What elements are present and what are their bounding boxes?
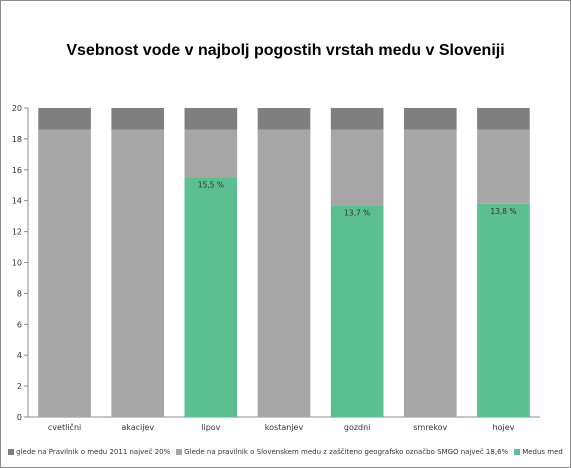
bar-segment bbox=[403, 129, 457, 417]
legend-label: Medus med bbox=[522, 448, 563, 456]
x-tick-label: smrekov bbox=[413, 423, 447, 432]
bar-segment bbox=[38, 108, 91, 130]
bar-segment bbox=[330, 129, 384, 206]
legend-label: glede na Pravilnik o medu 2011 največ 20… bbox=[16, 448, 171, 456]
y-tick-label: 10 bbox=[12, 259, 22, 268]
bar-segment bbox=[38, 129, 91, 417]
data-label: 13,8 % bbox=[490, 207, 516, 216]
bar-segment bbox=[477, 108, 530, 130]
bar-segment bbox=[477, 203, 530, 417]
x-tick-label: cvetlični bbox=[48, 422, 81, 432]
legend-swatch bbox=[176, 449, 183, 455]
y-tick-label: 8 bbox=[17, 289, 22, 298]
bar-segment bbox=[477, 129, 530, 204]
bar-segment bbox=[330, 205, 384, 417]
data-label: 15,5 % bbox=[198, 181, 224, 190]
x-tick-label: kostanjev bbox=[265, 423, 304, 432]
x-tick-label: hojev bbox=[493, 423, 515, 432]
bar-segment bbox=[111, 129, 165, 417]
bar-segment bbox=[184, 108, 238, 130]
bar-segment bbox=[330, 108, 384, 130]
legend-label: Glede na pravilnik o Slovenskem medu z z… bbox=[184, 448, 509, 456]
bar-segment bbox=[111, 108, 165, 130]
y-tick-label: 12 bbox=[12, 228, 22, 237]
data-label: 13,7 % bbox=[344, 208, 370, 217]
bar-segment bbox=[184, 177, 238, 417]
y-tick-label: 4 bbox=[17, 351, 22, 360]
bar-segment bbox=[257, 129, 311, 417]
y-tick-label: 18 bbox=[12, 135, 22, 144]
bar-segment bbox=[403, 108, 457, 130]
legend-item: Glede na pravilnik o Slovenskem medu z z… bbox=[176, 448, 508, 456]
legend: glede na Pravilnik o medu 2011 največ 20… bbox=[0, 448, 571, 456]
legend-item: glede na Pravilnik o medu 2011 največ 20… bbox=[8, 448, 170, 456]
legend-swatch bbox=[8, 449, 15, 455]
y-tick-label: 20 bbox=[12, 104, 22, 113]
bar-segment bbox=[257, 108, 311, 130]
y-tick-label: 16 bbox=[12, 166, 22, 175]
legend-swatch bbox=[514, 449, 521, 455]
x-tick-label: akacijev bbox=[121, 423, 154, 432]
y-tick-label: 0 bbox=[17, 413, 22, 422]
bar-segment bbox=[184, 129, 238, 178]
x-tick-label: gozdni bbox=[344, 423, 371, 432]
y-tick-label: 14 bbox=[12, 197, 22, 206]
legend-item: Medus med bbox=[514, 448, 563, 456]
y-tick-label: 6 bbox=[17, 320, 22, 329]
y-tick-label: 2 bbox=[17, 382, 22, 391]
chart-title: Vsebnost vode v najbolj pogostih vrstah … bbox=[66, 42, 505, 59]
x-tick-label: lipov bbox=[201, 423, 220, 432]
